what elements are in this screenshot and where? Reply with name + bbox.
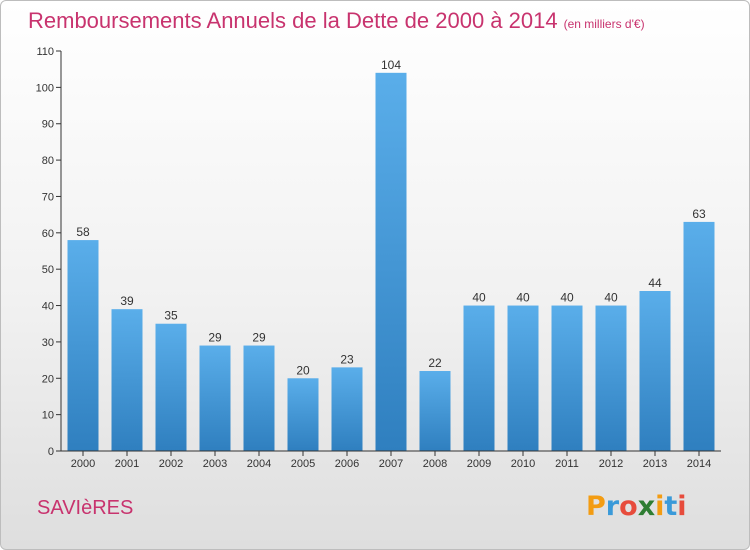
x-tick-label-2004: 2004 bbox=[247, 458, 271, 470]
bar-2014 bbox=[683, 221, 715, 451]
data-label-2008: 22 bbox=[428, 356, 442, 370]
logo-letter: r bbox=[605, 491, 620, 522]
data-label-2010: 40 bbox=[516, 291, 530, 305]
x-tick-label-2006: 2006 bbox=[335, 458, 359, 470]
proxiti-logo: Proxiti bbox=[586, 491, 687, 522]
x-tick-label-2001: 2001 bbox=[115, 458, 139, 470]
logo-letter: o bbox=[619, 491, 638, 522]
y-tick-label: 70 bbox=[42, 191, 54, 203]
bar-2000 bbox=[67, 240, 99, 451]
y-tick-label: 10 bbox=[42, 410, 54, 422]
y-tick-label: 40 bbox=[42, 301, 54, 313]
data-label-2002: 35 bbox=[164, 309, 178, 323]
y-tick-label: 90 bbox=[42, 119, 54, 131]
data-label-2006: 23 bbox=[340, 352, 354, 366]
bar-2009 bbox=[463, 305, 495, 451]
data-label-2009: 40 bbox=[472, 291, 486, 305]
y-tick-label: 0 bbox=[48, 446, 54, 458]
bars-group: 58 39 35 29 29 20 23 104 22 40 40 40 40 44 63 bbox=[67, 58, 715, 452]
x-tick-label-2013: 2013 bbox=[643, 458, 667, 470]
bar-2013 bbox=[639, 291, 671, 451]
x-tick-label-2011: 2011 bbox=[555, 458, 579, 470]
bar-2003 bbox=[199, 345, 231, 451]
bar-2005 bbox=[287, 378, 319, 451]
data-label-2003: 29 bbox=[208, 331, 222, 345]
bar-2011 bbox=[551, 305, 583, 451]
logo-letter: x bbox=[637, 491, 656, 522]
bar-2001 bbox=[111, 309, 143, 451]
y-tick-label: 60 bbox=[42, 228, 54, 240]
y-tick-label: 80 bbox=[42, 155, 54, 167]
x-tick-label-2014: 2014 bbox=[687, 458, 711, 470]
bar-2012 bbox=[595, 305, 627, 451]
y-tick-label: 100 bbox=[36, 82, 54, 94]
data-label-2005: 20 bbox=[296, 363, 310, 377]
chart-unit-note: (en milliers d'€) bbox=[563, 17, 645, 31]
y-tick-label: 20 bbox=[42, 373, 54, 385]
x-axis: 2000 2001 2002 2003 2004 2005 2006 2007 2008 2009… bbox=[61, 450, 721, 470]
y-axis: 0 10 20 30 40 50 60 70 80 90 100 110 bbox=[36, 46, 62, 458]
y-tick-label: 30 bbox=[42, 337, 54, 349]
x-tick-label-2012: 2012 bbox=[599, 458, 623, 470]
data-label-2007: 104 bbox=[381, 58, 401, 72]
x-tick-label-2002: 2002 bbox=[159, 458, 183, 470]
x-tick-label-2003: 2003 bbox=[203, 458, 227, 470]
bar-2010 bbox=[507, 305, 539, 451]
y-tick-label: 50 bbox=[42, 264, 54, 276]
data-label-2000: 58 bbox=[76, 225, 90, 239]
logo-letter: i bbox=[655, 491, 665, 522]
data-label-2012: 40 bbox=[604, 291, 618, 305]
x-tick-label-2000: 2000 bbox=[71, 458, 95, 470]
logo-letter: i bbox=[677, 491, 687, 522]
data-label-2004: 29 bbox=[252, 331, 266, 345]
bar-2002 bbox=[155, 323, 187, 451]
bar-2007 bbox=[375, 72, 407, 452]
bar-2008 bbox=[419, 371, 451, 451]
y-tick-label: 110 bbox=[36, 46, 54, 58]
x-tick-label-2008: 2008 bbox=[423, 458, 447, 470]
bar-2004 bbox=[243, 345, 275, 451]
x-tick-label-2010: 2010 bbox=[511, 458, 535, 470]
chart-title-text: Remboursements Annuels de la Dette de 20… bbox=[28, 8, 558, 33]
logo-letter: P bbox=[586, 491, 606, 522]
data-label-2014: 63 bbox=[692, 207, 706, 221]
bar-2006 bbox=[331, 367, 363, 451]
data-label-2013: 44 bbox=[648, 276, 662, 290]
x-tick-label-2009: 2009 bbox=[467, 458, 491, 470]
data-label-2011: 40 bbox=[560, 291, 574, 305]
commune-name: SAVIèRES bbox=[37, 497, 134, 519]
x-tick-label-2007: 2007 bbox=[379, 458, 403, 470]
data-label-2001: 39 bbox=[120, 294, 134, 308]
logo-letter: t bbox=[664, 491, 678, 522]
x-tick-label-2005: 2005 bbox=[291, 458, 315, 470]
chart-title: Remboursements Annuels de la Dette de 20… bbox=[28, 8, 645, 34]
